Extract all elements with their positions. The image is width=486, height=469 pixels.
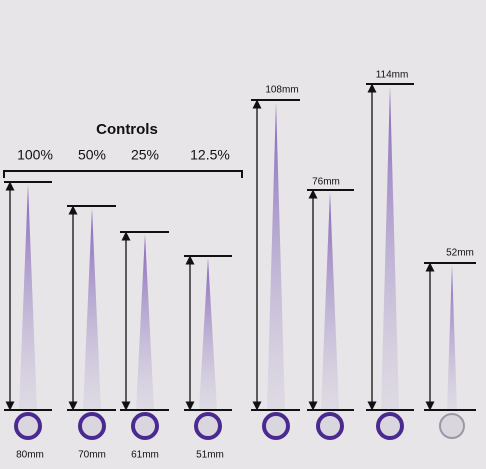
streak [321,192,339,410]
length-label: 51mm [196,450,224,461]
streak [136,234,154,410]
well [131,412,159,440]
concentration: 100% [17,147,53,163]
concentration: 50% [78,147,106,163]
well [194,412,222,440]
bracket [3,170,243,178]
title: Controls [96,121,158,138]
well [14,412,42,440]
length-label: 108mm [265,85,298,96]
length-label: 114mm [376,70,409,81]
well [78,412,106,440]
concentration: 25% [131,147,159,163]
concentration: 12.5% [190,147,230,163]
streaks: 80mm 70mm 61mm 51mm 108mm 76mm 114mm 52mm [4,70,476,461]
streak [447,265,457,410]
streak [267,102,285,410]
length-label: 76mm [312,177,340,188]
streak [381,86,399,410]
well [439,413,465,439]
well [316,412,344,440]
streak [199,258,217,410]
streak [19,184,37,410]
streak [83,208,101,410]
well [262,412,290,440]
length-label: 70mm [78,450,106,461]
length-label: 61mm [131,450,159,461]
length-label: 80mm [16,450,44,461]
length-label: 52mm [446,248,474,259]
well [376,412,404,440]
